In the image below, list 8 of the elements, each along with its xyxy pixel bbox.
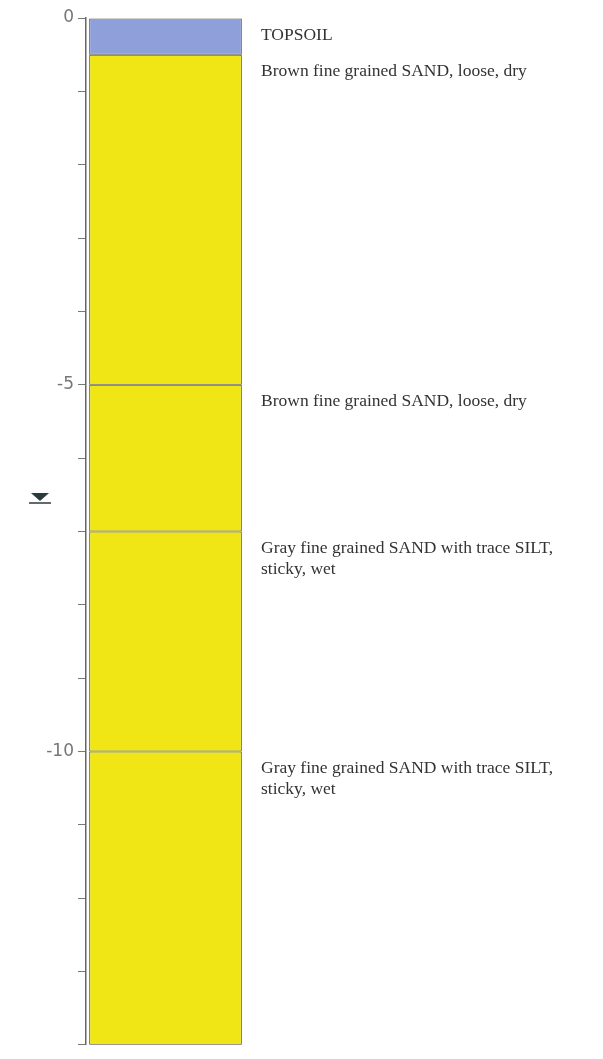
series-label: Gray fine grained SAND with trace SILT, sticky, wet [261, 756, 554, 798]
series-label: Brown fine grained SAND, loose, dry [261, 60, 528, 81]
series-label: Brown fine grained SAND, loose, dry [261, 390, 528, 411]
y-tick-label: 0 [63, 6, 74, 27]
y-tick-label: -10 [46, 739, 74, 760]
y-tick-label: -5 [57, 373, 74, 394]
series-label: TOPSOIL [261, 23, 333, 44]
series-label: Gray fine grained SAND with trace SILT, sticky, wet [261, 536, 554, 578]
